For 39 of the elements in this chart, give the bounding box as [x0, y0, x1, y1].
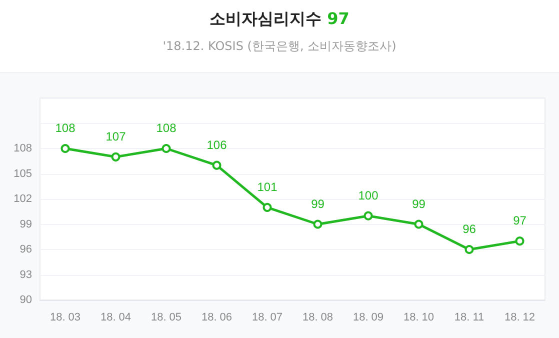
x-tick-label: 18. 03	[50, 312, 81, 324]
x-tick-label: 18. 12	[504, 312, 536, 324]
y-tick-label: 105	[14, 168, 32, 180]
y-tick-label: 93	[20, 268, 32, 281]
point	[464, 245, 474, 254]
y-tick-label: 96	[20, 244, 32, 256]
chart-subtitle: '18.12. KOSIS (한국은행, 소비자동향조사)	[162, 38, 398, 55]
x-tick-label: 18. 07	[252, 312, 283, 324]
x-tick-label: 18. 11	[454, 312, 484, 324]
data-label: 96	[462, 222, 476, 236]
data-label: 108	[55, 121, 76, 135]
y-tick-label: 108	[14, 142, 32, 154]
y-tick-label: 90	[20, 294, 32, 306]
data-label: 99	[412, 196, 426, 211]
data-label: 108	[156, 121, 177, 135]
data-label: 101	[257, 180, 278, 194]
y-tick-label: 102	[14, 193, 32, 205]
chart-title: 소비자심리지수 97	[208, 8, 350, 30]
x-tick-label: 18. 04	[100, 312, 132, 324]
data-label: 100	[358, 188, 379, 202]
point	[364, 211, 373, 220]
data-label: 97	[513, 214, 527, 228]
data-label: 106	[206, 138, 228, 152]
point	[515, 236, 524, 246]
point	[111, 152, 120, 162]
x-tick-label: 18. 10	[403, 312, 434, 324]
point	[60, 144, 70, 153]
y-tick-label: 99	[20, 218, 32, 230]
x-tick-label: 18. 05	[150, 312, 182, 324]
x-tick-label: 18. 06	[201, 312, 232, 324]
x-tick-label: 18. 09	[352, 312, 384, 324]
point	[313, 220, 322, 229]
point	[212, 160, 222, 170]
x-tick-label: 18. 08	[302, 312, 334, 324]
data-label: 99	[311, 196, 325, 211]
point	[414, 220, 424, 229]
point	[262, 202, 272, 212]
data-label: 107	[106, 129, 126, 144]
point	[162, 144, 171, 153]
